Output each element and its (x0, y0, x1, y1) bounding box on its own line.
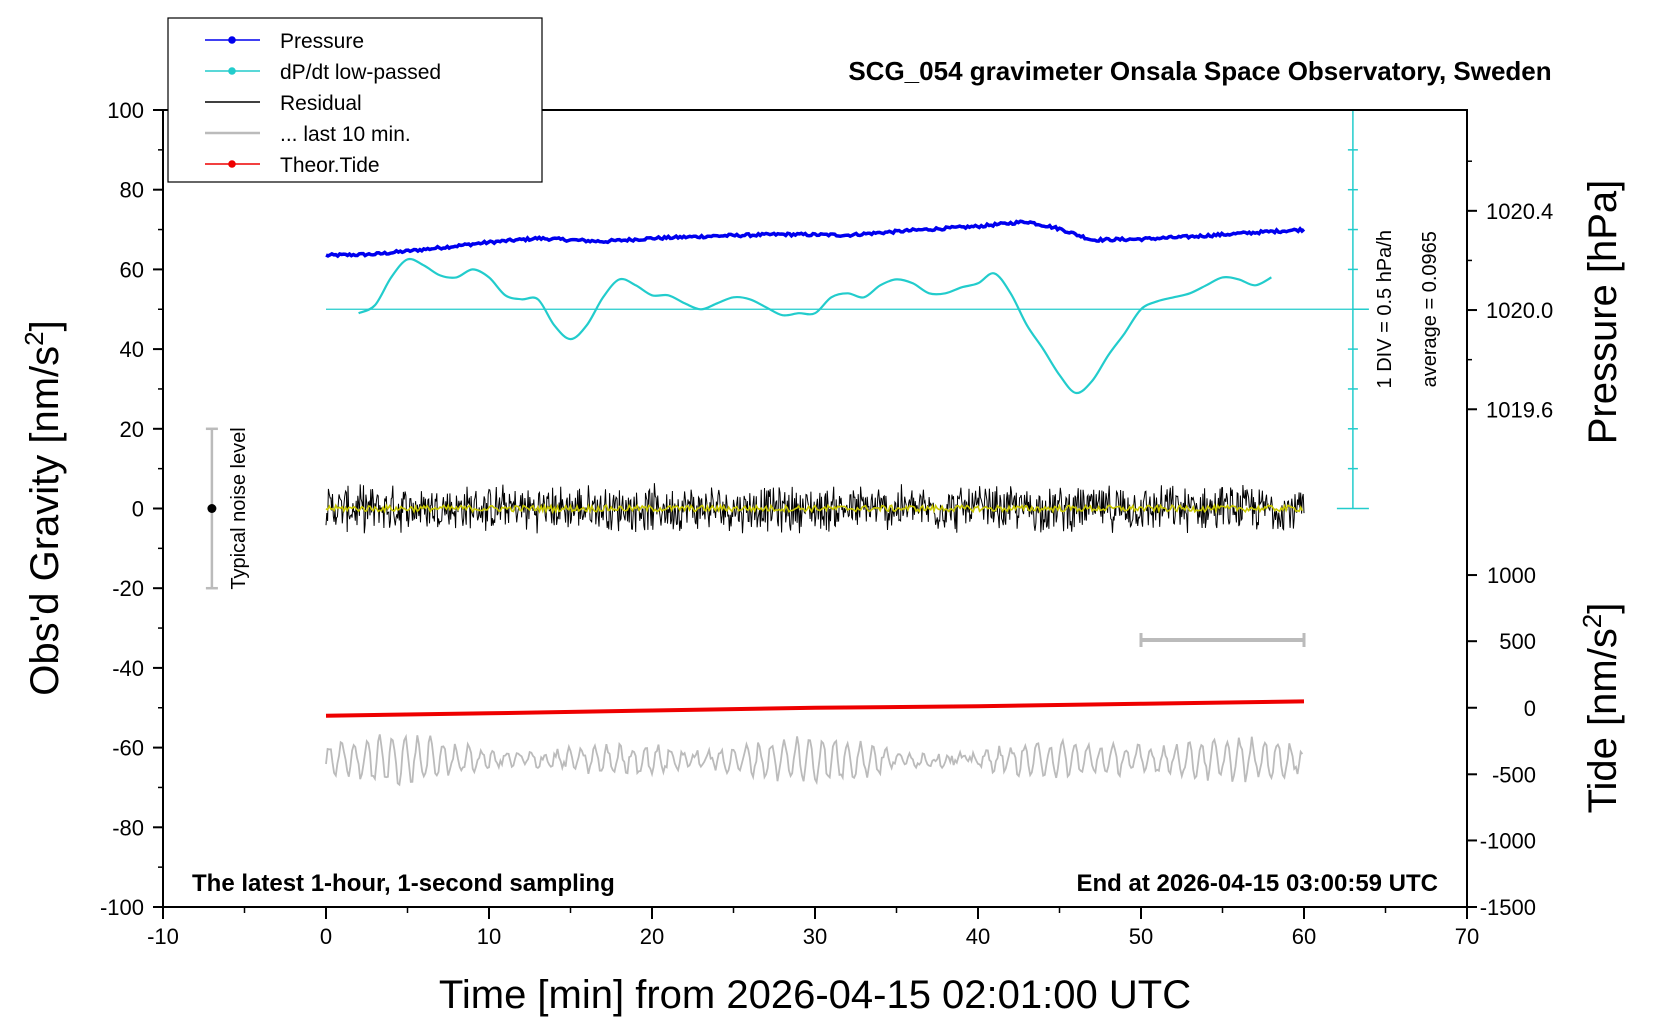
y-left-axis-title-close: ] (23, 320, 67, 331)
y-right-tide-title-close: ] (1581, 603, 1625, 614)
y-left-tick-label: 40 (120, 337, 144, 362)
pressure-tick-label: 1020.4 (1486, 199, 1553, 224)
y-left-tick-label: 60 (120, 257, 144, 282)
legend-label-3: ... last 10 min. (280, 123, 411, 146)
legend-label-1: dP/dt low-passed (280, 61, 441, 84)
x-tick-label: 60 (1292, 924, 1316, 949)
tide-tick-label: -1000 (1480, 828, 1536, 853)
y-left-tick-label: 80 (120, 178, 144, 203)
legend-marker-0 (228, 36, 236, 44)
series-pressure-line (325, 219, 1306, 259)
tide-tick-label: 1000 (1487, 563, 1536, 588)
x-tick-label: 30 (803, 924, 827, 949)
y-left-tick-label: -40 (112, 656, 144, 681)
y-left-axis-title-main: Obs'd Gravity [nm/s (23, 346, 67, 696)
pressure-tick-label: 1020.0 (1486, 298, 1553, 323)
x-tick-label: 70 (1455, 924, 1479, 949)
tide-tick-label: -500 (1492, 762, 1536, 787)
y-left-tick-label: 0 (132, 497, 144, 522)
x-tick-label: 20 (640, 924, 664, 949)
dpdt-scale-label: 1 DIV = 0.5 hPa/h (1374, 230, 1396, 388)
series-residual-smoothed-line (325, 502, 1304, 515)
tide-tick-label: -1500 (1480, 895, 1536, 920)
legend: Pressure dP/dt low-passed Residual ... last… (167, 17, 543, 183)
y-left-axis-title: Obs'd Gravity [nm/s2] (19, 320, 67, 696)
series-tide-line (325, 699, 1305, 718)
x-tick-label: -10 (147, 924, 179, 949)
y-right-pressure-title: Pressure [hPa] (1581, 180, 1625, 445)
series-residual-line (325, 483, 1305, 534)
tide-tick-label: 500 (1499, 629, 1536, 654)
pressure-tick-label: 1019.6 (1486, 397, 1553, 422)
y-right-tide-title-main: Tide [nm/s (1581, 628, 1625, 813)
series-dpdt-line (358, 257, 1272, 395)
y-left-tick-label: -80 (112, 815, 144, 840)
noise-bar-center-dot (207, 504, 217, 513)
bottom-left-annotation: The latest 1-hour, 1-second sampling (192, 870, 615, 897)
x-tick-label: 50 (1129, 924, 1153, 949)
noise-label: Typical noise level (228, 427, 250, 589)
y-left-axis-title-sup: 2 (19, 331, 49, 345)
chart-title: SCG_054 gravimeter Onsala Space Observat… (848, 56, 1551, 86)
dpdt-average-label: average = 0.0965 (1419, 231, 1441, 387)
legend-marker-4 (228, 160, 236, 168)
y-left-tick-label: 20 (120, 417, 144, 442)
bottom-right-annotation: End at 2026-04-15 03:00:59 UTC (1077, 870, 1439, 897)
x-tick-label: 0 (320, 924, 332, 949)
legend-label-0: Pressure (280, 30, 364, 53)
legend-box (167, 17, 543, 183)
legend-marker-1 (228, 67, 236, 75)
series-last10min-line (325, 733, 1304, 787)
y-left-tick-label: -20 (112, 576, 144, 601)
tide-tick-label: 0 (1524, 696, 1536, 721)
x-tick-label: 40 (966, 924, 990, 949)
y-left-tick-label: -100 (100, 895, 144, 920)
y-right-tide-title: Tide [nm/s2] (1577, 603, 1625, 814)
legend-label-4: Theor.Tide (280, 154, 380, 177)
x-axis-title: Time [min] from 2026-04-15 02:01:00 UTC (439, 973, 1191, 1017)
legend-label-2: Residual (280, 92, 362, 115)
x-tick-label: 10 (477, 924, 501, 949)
chart-axes-layer: -10 0 10 20 30 40 50 60 70-100-80-60-40-20020406… (19, 56, 1625, 1017)
chart-data-layer: Typical noise level 1 DIV = 0.5 hPa/h aver… (205, 109, 1441, 787)
y-right-tide-title-sup: 2 (1577, 614, 1607, 628)
y-left-tick-label: -60 (112, 736, 144, 761)
y-left-tick-label: 100 (107, 98, 144, 123)
